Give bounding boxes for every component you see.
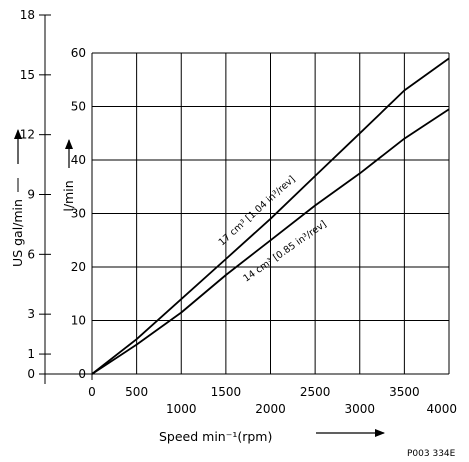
secondary-y-tick-label: 1	[27, 347, 35, 361]
x-tick-label: 0	[88, 385, 96, 399]
x-tick-label: 4000	[426, 402, 457, 416]
series-line	[91, 57, 450, 375]
y-tick-label: 20	[71, 260, 86, 274]
secondary-y-tick-label: 0	[27, 367, 35, 381]
x-tick-label: 1500	[211, 385, 242, 399]
x-tick-label: 3500	[389, 385, 420, 399]
x-tick-label: 3000	[344, 402, 375, 416]
x-tick-label: 2000	[255, 402, 286, 416]
y-tick-label: 30	[71, 207, 86, 221]
secondary-y-tick-label: 12	[20, 128, 35, 142]
secondary-y-tick-label: 9	[27, 188, 35, 202]
figure-id: P003 334E	[407, 449, 456, 459]
x-tick-label: 2500	[300, 385, 331, 399]
y-tick-label: 40	[71, 153, 86, 167]
x-axis-title: Speed min⁻¹(rpm)	[159, 429, 272, 444]
y-tick-label: 50	[71, 100, 86, 114]
secondary-y-tick-label: 18	[20, 8, 35, 22]
y-tick-label: 10	[71, 314, 86, 328]
secondary-y-tick-label: 3	[27, 307, 35, 321]
x-tick-label: 1000	[166, 402, 197, 416]
plot-grid	[86, 52, 450, 380]
secondary-y-tick-label: 15	[20, 68, 35, 82]
secondary-y-axis: 0 1 3 6 9 12 15 18	[20, 8, 86, 384]
y-axis-title: l/min	[61, 180, 76, 211]
series-line	[91, 108, 450, 375]
x-tick-label: 500	[125, 385, 148, 399]
x-tick-labels: 0 500 1000 1500 2000 2500 3000 3500 4000	[88, 385, 457, 416]
secondary-y-tick-label: 6	[27, 247, 35, 261]
y-tick-label: 60	[71, 46, 86, 60]
data-series	[91, 57, 450, 375]
secondary-y-axis-title: US gal/min	[10, 199, 25, 267]
series-label-17cc: 17 cm³ [1.04 in³/rev]	[217, 174, 298, 248]
